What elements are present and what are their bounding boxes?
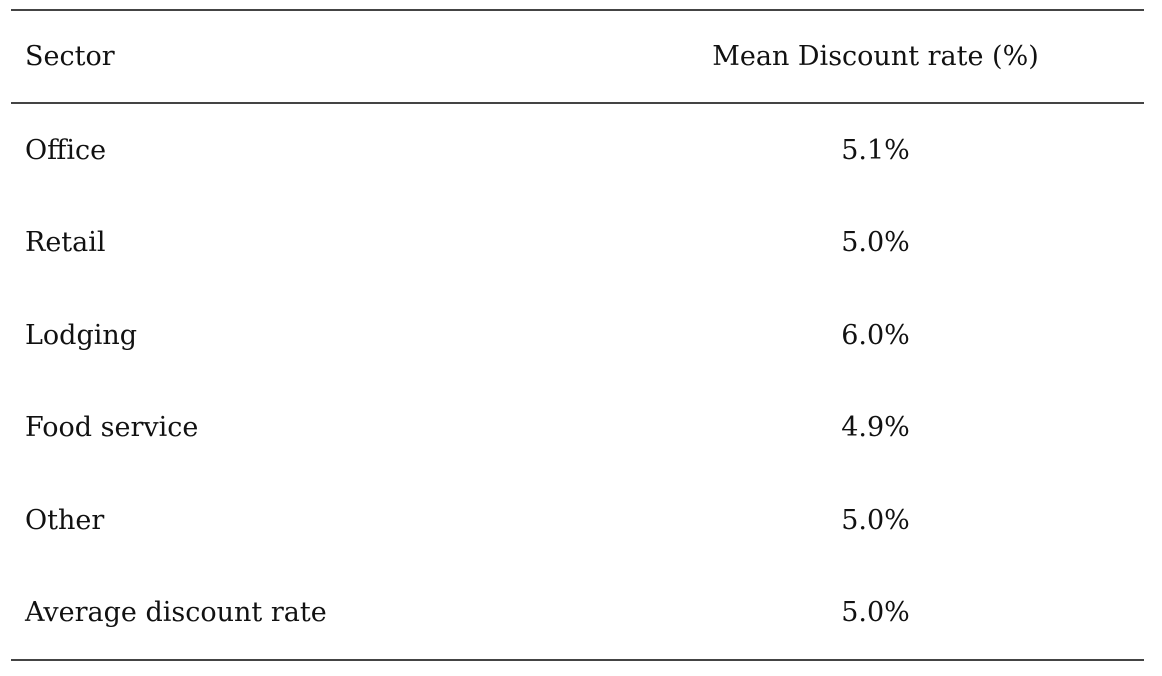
header-row: Sector Mean Discount rate (%) — [11, 10, 1144, 103]
table-body: Office 5.1% Retail 5.0% Lodging 6.0% Foo… — [11, 103, 1144, 660]
table-row: Office 5.1% — [11, 103, 1144, 197]
sector-cell: Other — [25, 504, 105, 536]
sector-cell: Average discount rate — [25, 597, 327, 629]
sector-cell: Lodging — [25, 319, 138, 351]
rate-cell: 6.0% — [841, 319, 910, 351]
sector-cell: Food service — [25, 412, 199, 444]
header-mean-discount-rate: Mean Discount rate (%) — [712, 41, 1039, 72]
rate-cell: 4.9% — [841, 412, 910, 444]
sector-cell: Retail — [25, 227, 106, 259]
rate-cell: 5.0% — [841, 227, 910, 259]
header-sector: Sector — [25, 41, 115, 72]
discount-rate-table: Sector Mean Discount rate (%) Office 5.1… — [11, 9, 1144, 661]
table-row: Food service 4.9% — [11, 382, 1144, 475]
rate-cell: 5.0% — [841, 504, 910, 536]
sector-cell: Office — [25, 134, 107, 166]
table-row: Lodging 6.0% — [11, 289, 1144, 382]
table-header: Sector Mean Discount rate (%) — [11, 10, 1144, 103]
rate-cell: 5.1% — [841, 134, 910, 166]
discount-rate-table-container: Sector Mean Discount rate (%) Office 5.1… — [11, 9, 1144, 661]
table-row-average: Average discount rate 5.0% — [11, 567, 1144, 660]
table-row: Retail 5.0% — [11, 197, 1144, 290]
table-row: Other 5.0% — [11, 474, 1144, 567]
rate-cell: 5.0% — [841, 597, 910, 629]
